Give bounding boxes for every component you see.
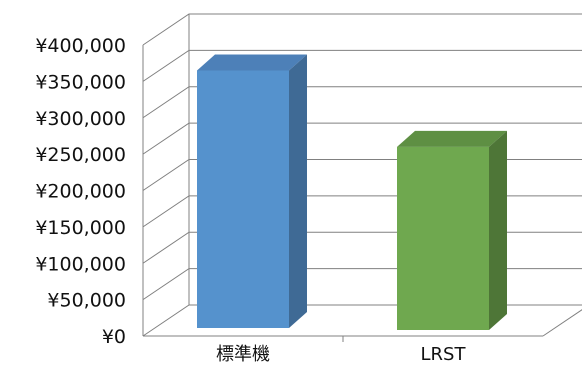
x-axis: 標準機 LRST bbox=[143, 335, 543, 365]
bar-side bbox=[489, 130, 507, 330]
gridline bbox=[142, 86, 582, 119]
bar bbox=[397, 130, 507, 330]
y-axis-tick-labels: ¥0 ¥50,000 ¥100,000 ¥150,000 ¥200,000 ¥250,00… bbox=[35, 35, 126, 348]
gridlines bbox=[142, 13, 582, 337]
gridline bbox=[142, 49, 582, 82]
gridline bbox=[142, 13, 582, 46]
bars bbox=[197, 54, 507, 330]
bar-top bbox=[397, 130, 507, 147]
x-category-label: LRST bbox=[421, 344, 467, 365]
y-tick-label: ¥150,000 bbox=[35, 217, 126, 239]
y-tick-label: ¥50,000 bbox=[47, 290, 126, 312]
y-tick-label: ¥400,000 bbox=[35, 35, 126, 57]
y-tick-label: ¥300,000 bbox=[35, 108, 126, 130]
bar-top bbox=[197, 54, 307, 71]
y-tick-label: ¥0 bbox=[102, 326, 126, 348]
gridline bbox=[142, 122, 582, 155]
x-category-label: 標準機 bbox=[216, 344, 270, 365]
bar-front bbox=[197, 70, 289, 329]
bar bbox=[197, 54, 307, 329]
bar-side bbox=[289, 54, 307, 329]
y-tick-label: ¥200,000 bbox=[35, 181, 126, 203]
y-tick-label: ¥100,000 bbox=[35, 253, 126, 275]
y-tick-label: ¥350,000 bbox=[35, 71, 126, 93]
floor-right-edge bbox=[542, 309, 582, 337]
y-tick-label: ¥250,000 bbox=[35, 144, 126, 166]
bar-front bbox=[397, 146, 489, 330]
